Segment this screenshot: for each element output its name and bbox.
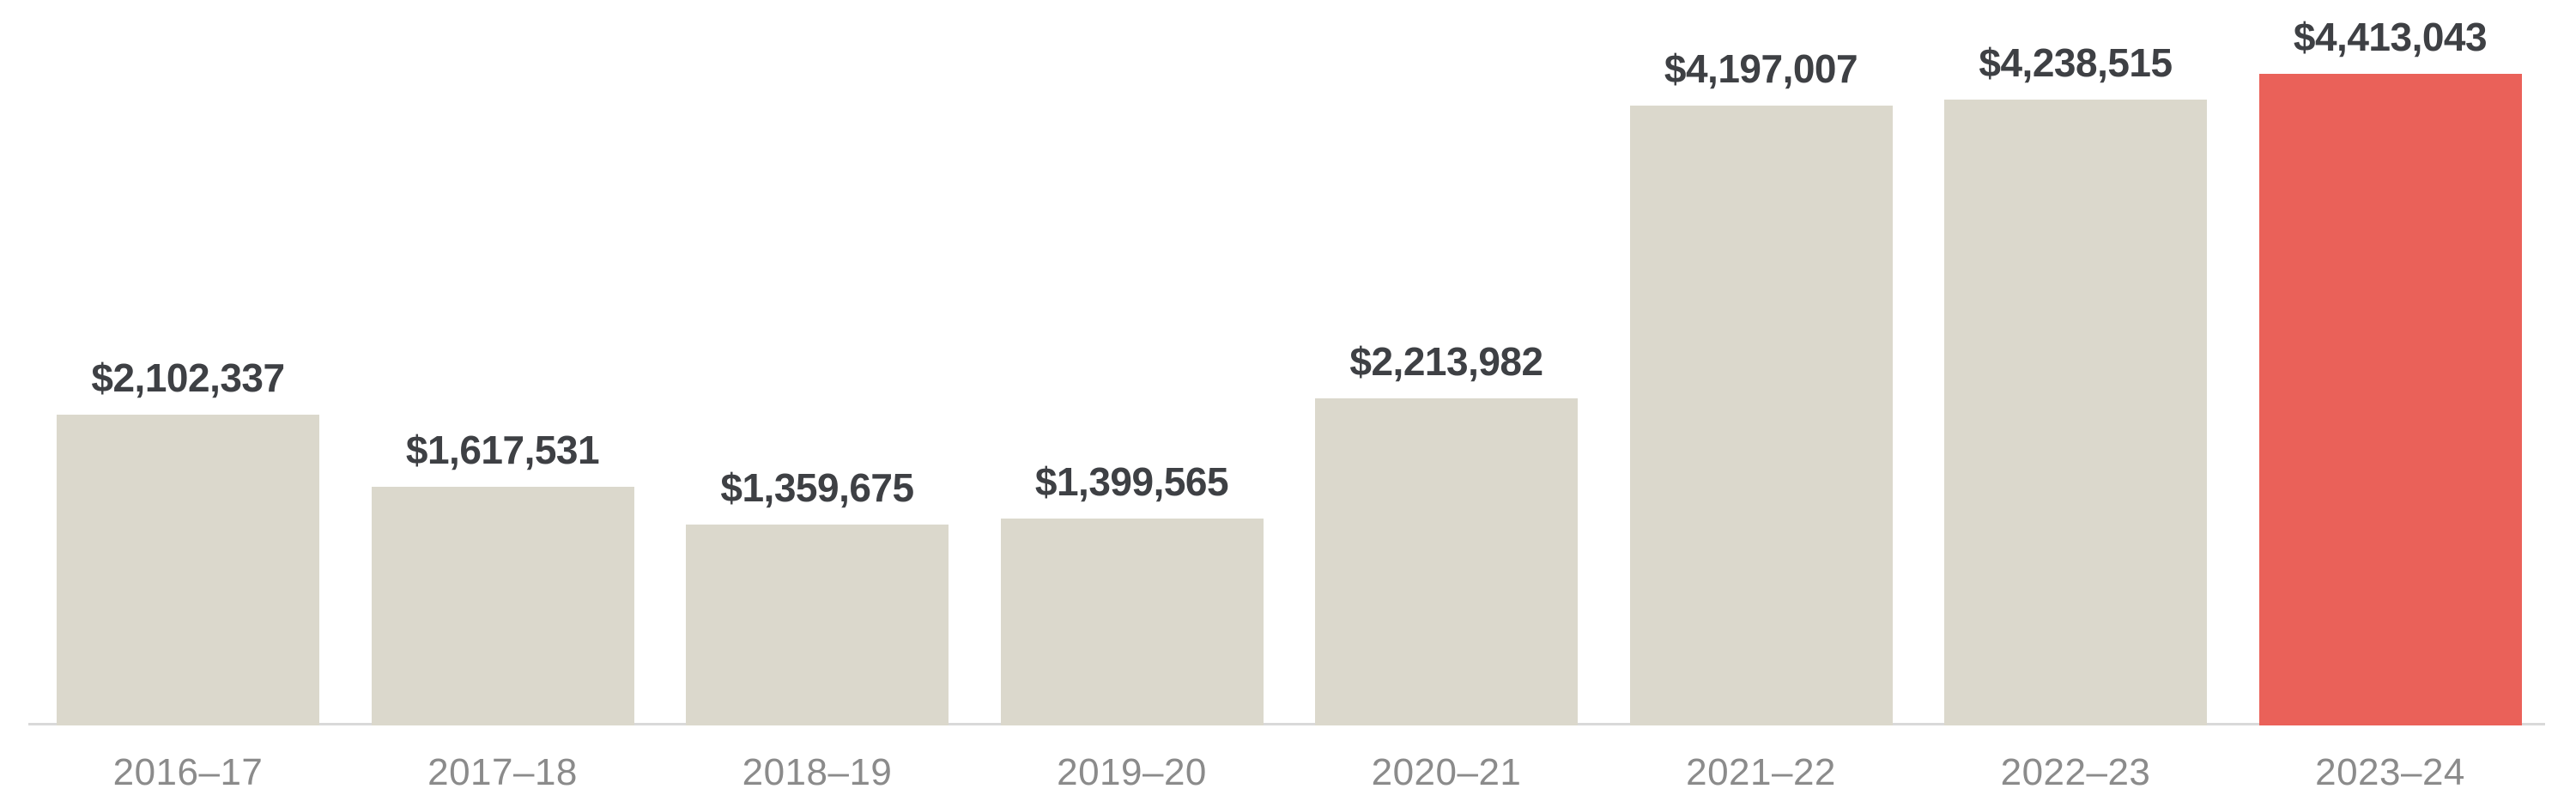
- x-axis-line: [28, 723, 2545, 725]
- bar: [57, 415, 319, 725]
- bar: [1629, 106, 1893, 725]
- bar: [1000, 519, 1264, 725]
- bar-value-label: $2,213,982: [1349, 339, 1543, 385]
- bar-category-label: 2022–23: [2000, 751, 2151, 793]
- bar-category-label: 2023–24: [2315, 751, 2465, 793]
- bar-category-label: 2019–20: [1057, 751, 1207, 793]
- bar-value-label: $4,413,043: [2293, 15, 2488, 60]
- bar-value-label: $2,102,337: [91, 355, 285, 401]
- bar-value-label: $4,238,515: [1979, 40, 2173, 86]
- bar-value-label: $1,359,675: [720, 465, 914, 511]
- bar-category-label: 2021–22: [1686, 751, 1836, 793]
- bar: [1315, 398, 1578, 725]
- bar-highlighted: [2258, 74, 2522, 725]
- bar: [371, 487, 634, 725]
- bar-category-label: 2016–17: [112, 751, 264, 793]
- bar-category-label: 2018–19: [742, 751, 893, 793]
- bar-category-label: 2020–21: [1371, 751, 1522, 793]
- bar-value-label: $1,399,565: [1034, 459, 1229, 505]
- bar: [686, 525, 949, 725]
- bar-category-label: 2017–18: [427, 751, 578, 793]
- bar-value-label: $4,197,007: [1664, 46, 1858, 92]
- bar: [1944, 100, 2207, 725]
- bar-value-label: $1,617,531: [405, 428, 600, 473]
